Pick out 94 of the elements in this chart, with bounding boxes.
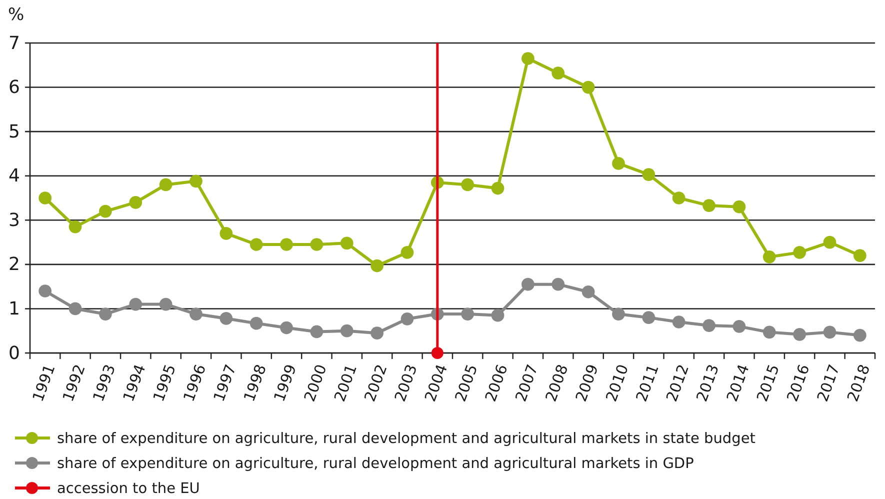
x-tick-label: 1992 [58,362,89,404]
point [400,312,414,326]
point [340,324,354,338]
point [280,238,293,251]
x-tick-label: 2014 [722,362,753,404]
x-tick-label: 2016 [783,362,814,404]
x-tick-label: 1998 [240,362,270,404]
point [823,236,836,249]
point [582,80,595,94]
point [702,319,716,332]
x-tick-label: 1991 [28,362,59,404]
point [762,326,776,339]
point [99,204,112,218]
x-tick-label: 1999 [270,362,300,404]
x-tick-label: 2002 [360,362,391,404]
x-tick-label: 2004 [421,362,452,404]
point [642,311,656,324]
legend-label: accession to the EU [57,481,200,498]
point [552,278,565,291]
point [612,308,625,320]
point [280,321,293,334]
point [853,328,866,342]
x-tick-label: 2015 [753,362,784,404]
point [582,285,595,298]
x-tick-label: 2007 [512,362,542,404]
point [38,284,52,298]
point [702,199,716,212]
point [38,192,52,204]
point [250,238,263,251]
point [793,246,806,259]
y-axis-title: % [8,5,24,25]
x-tick-label: 2001 [330,362,361,404]
point [250,316,263,330]
point [129,196,142,209]
x-tick-label: 2013 [692,362,723,404]
x-tick-label: 2010 [602,362,632,404]
point [672,192,686,204]
legend-label: share of expenditure on agriculture, rural development and agricultural markets in state budget [57,431,756,448]
point [642,168,656,181]
y-tick-label: 4 [8,166,20,187]
legend-label: share of expenditure on agriculture, rural development and agricultural markets in GDP [57,456,694,472]
x-tick-label: 2011 [632,362,662,404]
x-tick-label: 2008 [542,362,572,404]
point [672,316,686,328]
y-tick-label: 2 [8,254,20,276]
y-tick-label: 7 [8,32,20,54]
y-tick-label: 3 [8,210,20,231]
point [310,325,324,338]
point [491,182,504,195]
x-tick-label: 2006 [481,362,512,404]
point [370,259,384,272]
point [461,308,474,320]
x-tick-label: 2003 [390,362,421,404]
x-tick-label: 1993 [89,362,120,404]
point [522,52,534,65]
point [159,178,172,192]
x-tick-label: 1997 [210,362,240,404]
point [68,302,82,316]
point [99,308,112,320]
point [732,200,746,214]
y-tick-label: 0 [8,342,20,364]
x-tick-label: 2009 [572,362,602,404]
x-tick-label: 1996 [180,362,210,404]
point [461,178,474,192]
point [190,308,202,320]
x-tick-label: 2000 [300,362,330,404]
point [159,298,172,311]
point [552,66,565,80]
y-tick-label: 6 [8,77,20,98]
point [522,278,534,291]
point [491,308,504,322]
x-tick-label: 2005 [451,362,482,404]
point [612,157,625,170]
point [823,326,836,339]
point [220,312,233,325]
point [68,220,82,234]
x-tick-label: 2017 [813,362,844,404]
point [129,298,142,311]
point [370,326,384,340]
point [400,246,414,259]
x-tick-label: 2018 [844,362,874,404]
point [762,250,776,264]
point [190,174,202,188]
x-tick-label: 1995 [150,362,180,404]
x-tick-label: 1994 [119,362,150,404]
point [793,328,806,341]
y-tick-label: 1 [8,298,20,320]
x-tick-label: 2012 [662,362,693,404]
point [340,236,354,250]
y-tick-label: 5 [8,121,20,142]
point [853,249,866,262]
point [310,238,324,251]
point [220,227,233,240]
point [732,320,746,333]
